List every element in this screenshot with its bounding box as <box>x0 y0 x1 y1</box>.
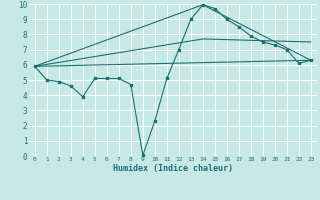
X-axis label: Humidex (Indice chaleur): Humidex (Indice chaleur) <box>113 164 233 173</box>
